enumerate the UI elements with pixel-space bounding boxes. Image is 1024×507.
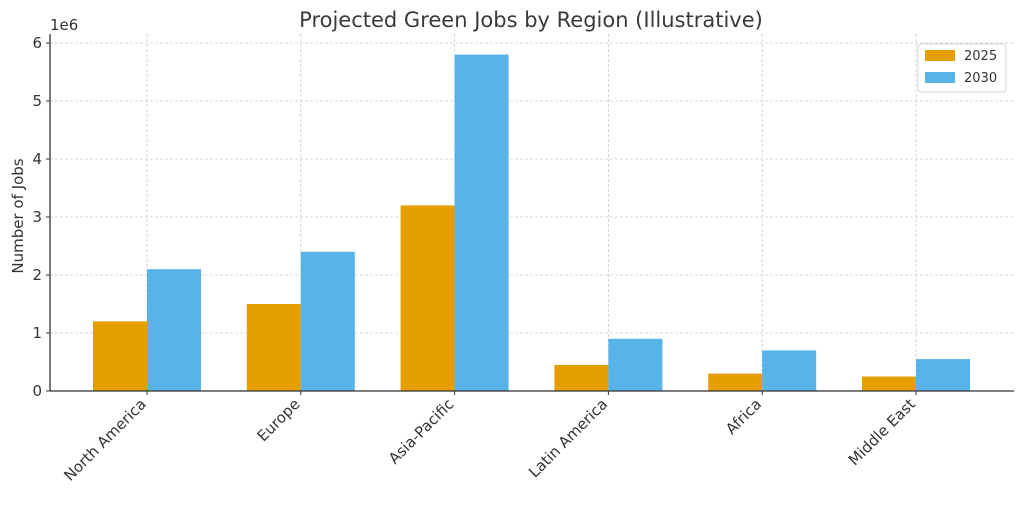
x-tick-label: Middle East — [845, 395, 919, 469]
y-axis-label: Number of Jobs — [9, 158, 27, 273]
axes — [49, 34, 1014, 392]
y-tick-label: 6 — [32, 34, 42, 52]
bars — [93, 54, 970, 391]
bar-2025-latin-america — [554, 364, 609, 391]
x-axis-ticks: North America Europe Asia-Pacific Latin Ame… — [60, 391, 919, 485]
bar-2030-latin-america — [608, 338, 663, 391]
x-tick-label: Asia-Pacific — [385, 395, 458, 468]
bar-2025-north-america — [93, 321, 147, 391]
y-offset-label: 1e6 — [50, 16, 78, 34]
y-tick-label: 4 — [32, 150, 42, 168]
bar-2030-middle-east — [916, 359, 970, 391]
x-tick-label: Africa — [722, 395, 765, 438]
y-tick-label: 1 — [32, 324, 42, 342]
bar-2030-asia-pacific — [454, 54, 509, 391]
y-tick-label: 0 — [32, 382, 42, 400]
x-tick-label: Latin America — [525, 395, 611, 481]
bar-2025-africa — [708, 373, 763, 391]
bar-2030-africa — [762, 350, 817, 391]
bar-2030-europe — [300, 251, 355, 391]
y-tick-label: 5 — [32, 92, 42, 110]
legend: 2025 2030 — [917, 43, 1007, 93]
bar-2025-asia-pacific — [400, 205, 455, 391]
legend-label-2030: 2030 — [964, 71, 997, 86]
chart-title: Projected Green Jobs by Region (Illustra… — [299, 8, 763, 32]
y-axis-ticks: 0 1 2 3 4 5 6 — [32, 34, 50, 400]
legend-label-2025: 2025 — [964, 49, 997, 64]
legend-swatch-2030 — [925, 72, 955, 83]
y-tick-label: 2 — [32, 266, 42, 284]
legend-swatch-2025 — [925, 50, 955, 61]
x-tick-label: Europe — [254, 395, 304, 445]
x-tick-label: North America — [60, 395, 150, 485]
bar-2030-north-america — [147, 269, 201, 391]
bar-2025-europe — [246, 304, 301, 391]
y-tick-label: 3 — [32, 208, 42, 226]
bar-2025-middle-east — [862, 376, 916, 391]
